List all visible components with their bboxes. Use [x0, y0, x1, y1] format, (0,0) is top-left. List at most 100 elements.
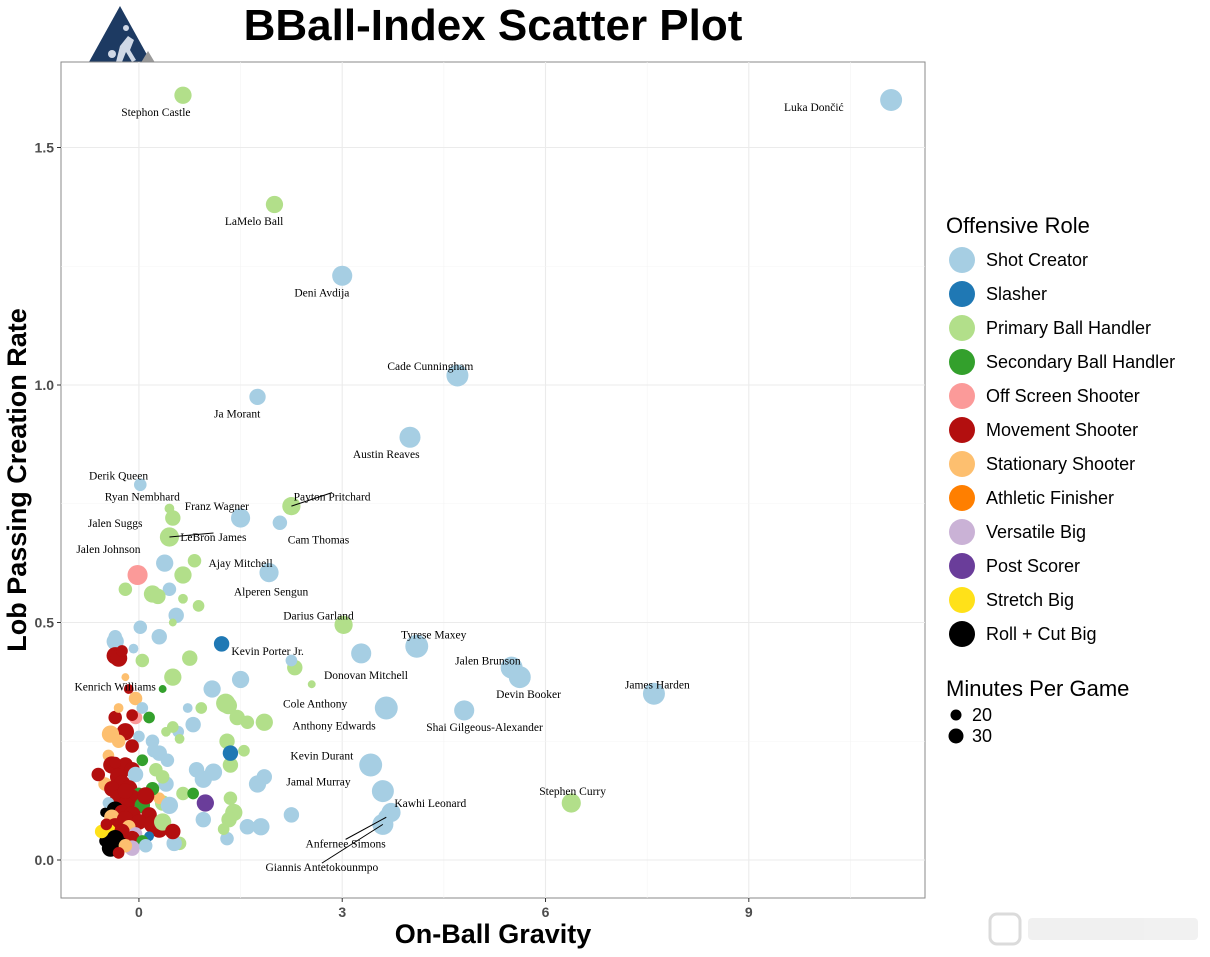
data-point: [137, 787, 155, 805]
data-points: [91, 86, 903, 859]
data-point: [217, 823, 230, 835]
point-label: Cole Anthony: [283, 698, 347, 710]
data-point: [111, 734, 126, 749]
watermark-logo: [988, 912, 1198, 946]
data-point-labeled: [259, 563, 279, 583]
data-point-labeled: [187, 553, 202, 568]
data-point: [195, 702, 208, 714]
data-point: [143, 711, 155, 724]
legend-item-label: Shot Creator: [986, 250, 1088, 270]
point-label: LaMelo Ball: [225, 216, 283, 228]
data-point-labeled: [213, 636, 230, 652]
data-point: [100, 818, 113, 831]
data-point: [136, 754, 149, 767]
point-labels: Luka Dončić Stephon Castle LaMelo Ball Deni…: [75, 102, 844, 874]
data-point: [127, 766, 144, 783]
point-label: Anthony Edwards: [292, 721, 376, 733]
legend-swatch: [949, 553, 975, 579]
legend-swatch: [949, 621, 975, 647]
data-point: [133, 730, 145, 743]
data-point: [231, 670, 250, 689]
data-point-labeled: [285, 654, 298, 667]
data-point-labeled: [371, 780, 394, 803]
point-label: Ja Morant: [214, 409, 261, 421]
x-tick-label: 3: [338, 904, 346, 920]
data-point: [125, 739, 139, 753]
point-label: Ryan Nembhard: [105, 492, 180, 504]
data-point: [109, 756, 122, 769]
y-axis-ticks: 0.0 0.5 1.0 1.5: [35, 140, 61, 868]
data-point: [222, 745, 239, 761]
data-point: [116, 645, 128, 657]
data-point-labeled: [127, 564, 148, 586]
data-point: [165, 823, 181, 840]
point-label: James Harden: [625, 679, 690, 691]
y-tick-label: 0.5: [35, 615, 55, 631]
data-point-labeled: [561, 793, 581, 813]
x-tick-label: 9: [745, 904, 753, 920]
data-point: [121, 673, 130, 682]
point-label: Alperen Sengun: [234, 587, 309, 599]
point-label: Cam Thomas: [288, 534, 350, 546]
data-point: [174, 566, 192, 584]
point-label: Donovan Mitchell: [324, 670, 408, 682]
data-point: [203, 680, 221, 698]
point-label: Deni Avdija: [294, 287, 349, 299]
data-point: [221, 811, 237, 828]
legend-swatch: [949, 485, 975, 511]
legend: Offensive Role Shot Creator Slasher Primar…: [946, 213, 1175, 746]
point-label: Kawhi Leonard: [394, 798, 466, 810]
data-point: [187, 787, 199, 800]
data-point-labeled: [399, 426, 421, 448]
data-point: [154, 813, 172, 831]
data-point: [222, 757, 239, 773]
data-point: [307, 680, 316, 689]
data-point: [239, 819, 256, 835]
legend-item-label: Stretch Big: [986, 590, 1074, 610]
legend-swatch: [949, 417, 975, 443]
legend-size-swatch: [948, 728, 964, 744]
point-label: LeBron James: [180, 532, 247, 544]
data-point: [123, 684, 134, 694]
data-point: [117, 783, 134, 799]
data-point-labeled: [230, 508, 251, 528]
label-leader-line: [321, 823, 384, 864]
point-label: Shai Gilgeous-Alexander: [426, 722, 543, 734]
data-point: [113, 703, 124, 713]
data-point: [138, 838, 153, 853]
chart-title: BBall-Index Scatter Plot: [244, 1, 743, 50]
data-point-labeled: [359, 753, 383, 777]
y-tick-label: 1.0: [35, 377, 55, 393]
legend-size-label: 30: [972, 726, 992, 746]
point-label: Derik Queen: [89, 470, 148, 482]
data-point: [256, 769, 272, 785]
point-label: Stephon Castle: [121, 107, 190, 119]
data-point: [195, 811, 212, 828]
data-point: [178, 593, 188, 604]
data-point: [168, 618, 177, 627]
data-point-labeled: [454, 700, 475, 721]
x-axis-ticks: 0 3 6 9: [135, 898, 753, 920]
point-label: Austin Reaves: [353, 449, 420, 461]
data-point: [192, 600, 205, 612]
data-point: [166, 721, 179, 733]
legend-role-title: Offensive Role: [946, 213, 1090, 238]
legend-item-label: Off Screen Shooter: [986, 386, 1140, 406]
point-label: Anfernee Simons: [306, 838, 387, 850]
data-point-labeled: [174, 86, 192, 104]
data-point: [182, 703, 193, 713]
data-point: [151, 629, 167, 645]
data-point: [174, 733, 185, 744]
y-axis-title: Lob Passing Creation Rate: [2, 308, 32, 652]
data-point: [133, 620, 148, 635]
data-point-labeled: [372, 813, 394, 835]
data-point-labeled: [332, 265, 353, 286]
data-point-labeled: [158, 685, 167, 693]
data-point: [185, 716, 201, 733]
data-point: [162, 582, 177, 597]
data-point: [108, 629, 122, 644]
point-label: Kevin Porter Jr.: [231, 646, 304, 658]
data-point-labeled: [374, 696, 398, 720]
data-point-labeled: [642, 682, 665, 705]
data-point: [219, 733, 235, 749]
